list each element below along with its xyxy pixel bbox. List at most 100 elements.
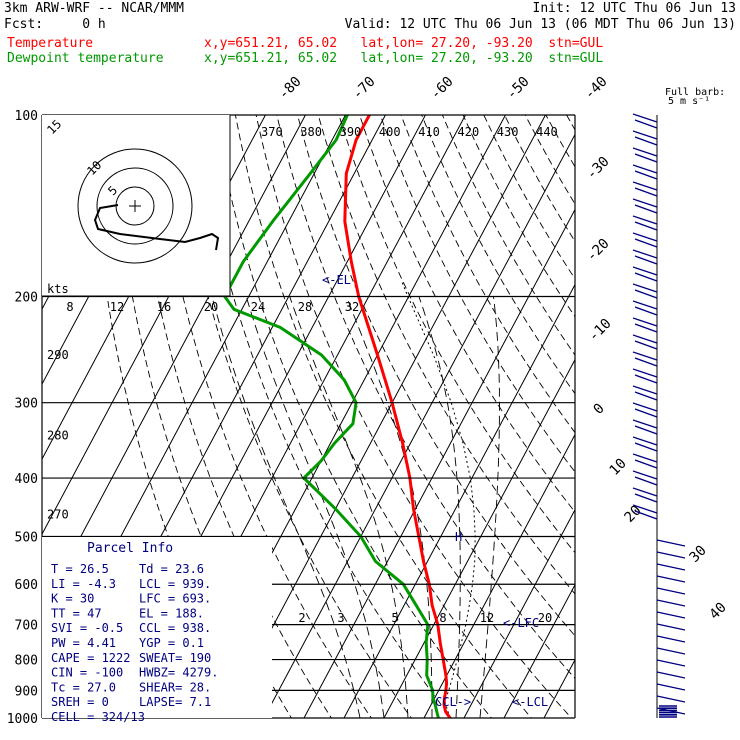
parcel-info-right: HWBZ= 4279. <box>139 666 218 680</box>
temperature-tick-label: 30 <box>687 543 710 566</box>
wind-barb-flag <box>632 385 658 395</box>
wind-barb-flag <box>632 419 658 429</box>
wind-barb-flag <box>632 334 658 344</box>
wind-barb-flag <box>656 611 686 619</box>
dry-adiabat <box>462 115 575 318</box>
wind-barb-flag <box>634 136 658 146</box>
parcel-info-right: Td = 23.6 <box>139 562 204 576</box>
wind-barb-flag <box>656 551 686 559</box>
wind-barb-flag <box>632 351 658 361</box>
parcel-info-left: T = 26.5 <box>51 562 109 576</box>
isotherm <box>463 508 575 718</box>
theta-label: 400 <box>379 125 401 139</box>
wind-barb-flag <box>632 130 658 140</box>
parcel-path <box>400 280 476 718</box>
mixing-ratio-label: 5 <box>391 611 398 625</box>
wind-barb-flag <box>634 493 658 503</box>
temperature-tick-label: 40 <box>707 600 730 623</box>
wind-barb-flag <box>634 323 658 333</box>
dry-adiabat <box>504 115 575 243</box>
temperature-tick-label: -40 <box>582 74 611 103</box>
wind-barb-flag <box>634 153 658 163</box>
dry-adiabat <box>566 115 575 131</box>
legend-dewpoint-label: Dewpoint temperature <box>7 51 164 66</box>
height-label: 280 <box>47 428 69 442</box>
dry-adiabat <box>359 115 575 513</box>
pressure-tick-label: 200 <box>15 291 38 306</box>
parcel-info-title: Parcel Info <box>87 541 173 556</box>
wind-barb-flag <box>634 221 658 231</box>
temperature-tick-label: -20 <box>584 236 613 265</box>
mixing-ratio-label: 3 <box>337 611 344 625</box>
parcel-info-left: Tc = 27.0 <box>51 680 116 694</box>
lfc-marker: <-LFC <box>503 616 539 630</box>
moist-adiabat <box>289 296 409 718</box>
isotherm <box>383 358 575 718</box>
dry-adiabat <box>441 115 575 356</box>
pressure-tick-label: 500 <box>15 530 38 545</box>
wind-barb-flag <box>634 408 658 418</box>
isotherm <box>263 133 575 718</box>
moist-adiabat <box>245 296 385 718</box>
wind-barb-flag <box>632 164 658 174</box>
wind-barb-flag <box>634 272 658 282</box>
wind-barb-flag <box>632 487 658 497</box>
wind-barb-flag <box>656 575 686 583</box>
wind-barb-flag <box>632 181 658 191</box>
parcel-info-background <box>42 537 272 718</box>
wind-barb-flag <box>632 283 658 293</box>
dry-adiabat <box>379 115 575 473</box>
parcel-info-right: SHEAR= 28. <box>139 680 211 694</box>
theta-label: 430 <box>497 125 519 139</box>
temperature-tick-label: 20 <box>622 503 645 526</box>
parcel-info-left: SVI = -0.5 <box>51 621 123 635</box>
temperature-tick-label: 10 <box>607 456 630 479</box>
wind-barb-flag <box>632 249 658 259</box>
isotherm <box>423 433 575 718</box>
dry-adiabat <box>297 115 575 637</box>
legend-dewpoint-coords: x,y=651.21, 65.02 lat,lon= 27.20, -93.20… <box>204 51 604 66</box>
wind-barb-flag <box>634 238 658 248</box>
legend-temperature-coords: x,y=651.21, 65.02 lat,lon= 27.20, -93.20… <box>204 36 604 51</box>
ccl-marker: CCL-> <box>435 695 471 709</box>
hodograph-ring <box>96 167 174 245</box>
temperature-tick-label: -50 <box>504 74 533 103</box>
wind-barb-flag <box>634 289 658 299</box>
dry-adiabat <box>587 115 740 731</box>
hodograph-speed-label: 12 <box>110 300 124 314</box>
forecast-hour: Fcst: 0 h <box>4 17 106 32</box>
hodograph-speed-label: 8 <box>66 300 73 314</box>
pressure-tick-label: 1000 <box>7 712 38 727</box>
wind-barb-flag <box>632 317 658 327</box>
wind-barb-flag <box>632 453 658 463</box>
wind-barb-flag <box>632 368 658 378</box>
temperature-tick-label: -30 <box>584 154 613 183</box>
pressure-tick-label: 600 <box>15 578 38 593</box>
theta-label: 380 <box>300 125 322 139</box>
parcel-info-left: SREH = 0 <box>51 695 109 709</box>
wind-barb-flag <box>634 204 658 214</box>
temperature-tick-label: 0 <box>591 401 608 418</box>
init-time: Init: 12 UTC Thu 06 Jun 13 <box>532 1 737 16</box>
parcel-info-right: LFC = 693. <box>139 592 211 606</box>
wind-barb-flag <box>656 635 686 643</box>
wind-barb-flag <box>634 306 658 316</box>
mixing-ratio-label: 20 <box>538 611 552 625</box>
isotherm <box>303 208 575 718</box>
parcel-info-left: TT = 47 <box>51 606 102 620</box>
temperature-tick-label: -80 <box>276 74 305 103</box>
hodograph-speed-label: 24 <box>251 300 265 314</box>
wind-barb-flag <box>632 300 658 310</box>
hodograph-speed-label: 16 <box>157 300 171 314</box>
wind-barb-flag <box>634 425 658 435</box>
isotherm <box>503 583 575 718</box>
wind-barb-flag <box>656 563 686 571</box>
temperature-tick-label: -60 <box>428 74 457 103</box>
wind-barb-flag <box>634 357 658 367</box>
parcel-info-right: CCL = 938. <box>139 621 211 635</box>
parcel-info-right: SWEAT= 190 <box>139 651 211 665</box>
theta-label: 420 <box>458 125 480 139</box>
wind-barb-flag <box>632 215 658 225</box>
theta-label: 410 <box>418 125 440 139</box>
